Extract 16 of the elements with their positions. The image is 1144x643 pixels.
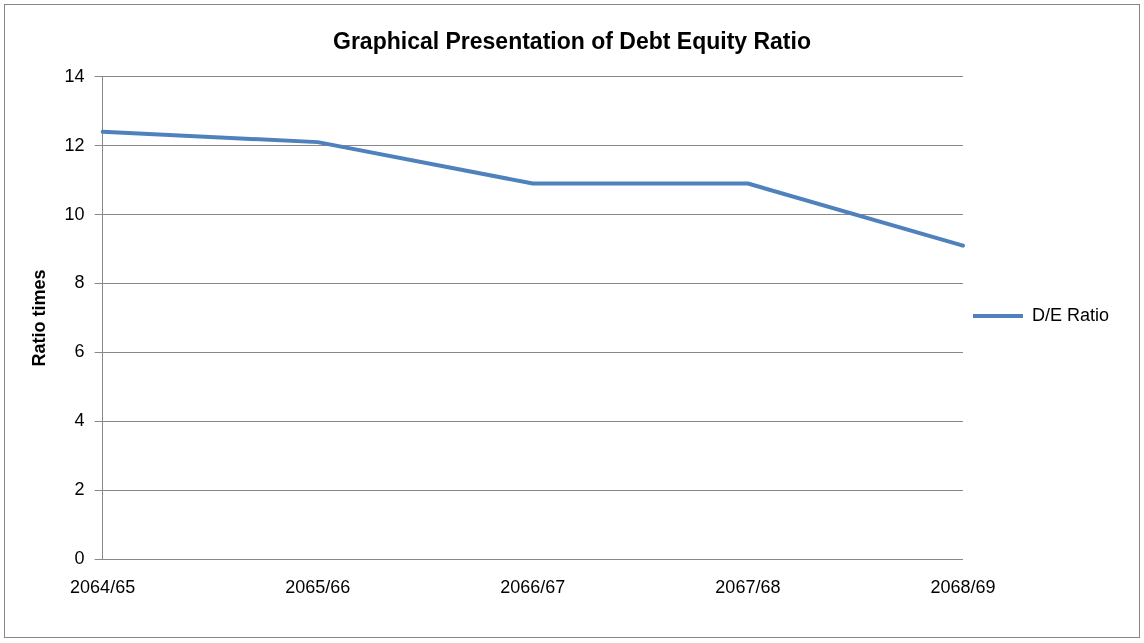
y-tick-label: 0 bbox=[74, 548, 85, 569]
y-tick-label: 12 bbox=[64, 134, 85, 155]
x-tick-label: 2066/67 bbox=[500, 577, 566, 598]
y-tick-label: 4 bbox=[74, 410, 85, 431]
x-tick-label: 2067/68 bbox=[715, 577, 781, 598]
y-tick-label: 2 bbox=[74, 479, 85, 500]
x-tick-label: 2065/66 bbox=[285, 577, 351, 598]
y-tick-label: 10 bbox=[64, 203, 85, 224]
legend-label: D/E Ratio bbox=[1031, 304, 1109, 325]
y-tick-label: 6 bbox=[74, 341, 85, 362]
chart-title: Graphical Presentation of Debt Equity Ratio bbox=[333, 28, 811, 55]
y-tick-label: 8 bbox=[74, 272, 85, 293]
y-tick-label: 14 bbox=[64, 65, 85, 86]
x-tick-label: 2068/69 bbox=[930, 577, 996, 598]
x-tick-label: 2064/65 bbox=[70, 577, 136, 598]
y-axis-title: Ratio times bbox=[28, 269, 49, 367]
